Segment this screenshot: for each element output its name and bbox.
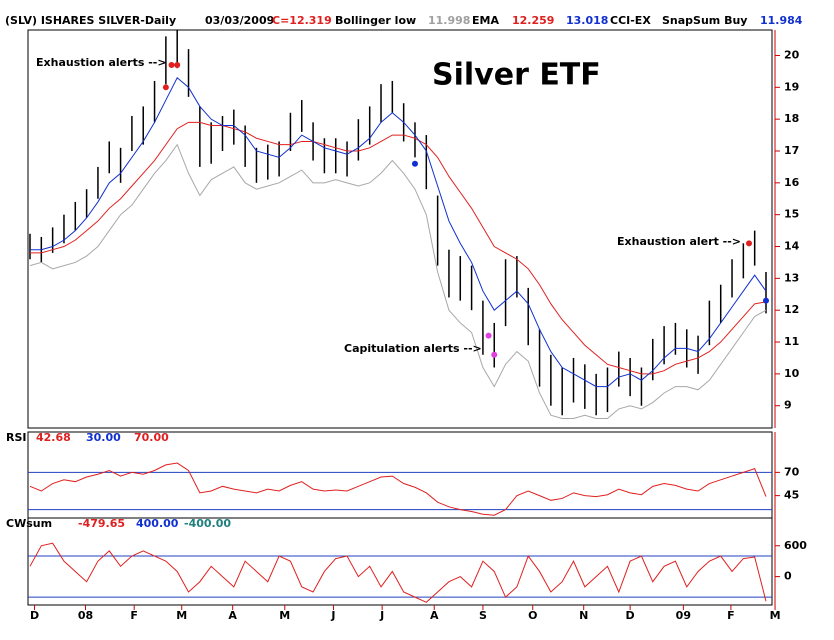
annotation: Capitulation alerts --> (344, 342, 482, 355)
header-text: SnapSum Buy (662, 14, 747, 27)
panel-label: RSI (6, 431, 27, 444)
x-tick-label: F (130, 609, 138, 622)
x-tick-label: M (176, 609, 187, 622)
alert-dot (485, 332, 492, 339)
y-tick-label: 18 (784, 112, 799, 125)
indicator-line (29, 542, 767, 603)
annotation: Exhaustion alerts --> (36, 56, 167, 69)
y-tick-label: 14 (784, 240, 800, 253)
x-tick-label: D (626, 609, 635, 622)
x-tick-label: A (228, 609, 237, 622)
y-tick-label: 600 (784, 539, 807, 552)
chart-title: Silver ETF (432, 58, 601, 93)
y-tick-label: 13 (784, 271, 799, 284)
last-value: 42.68 (36, 431, 71, 444)
x-tick-label: J (379, 609, 384, 622)
x-tick-label: 08 (78, 609, 93, 622)
header-text: EMA (472, 14, 499, 27)
header-text: 13.018 (566, 14, 608, 27)
level-label: 30.00 (86, 431, 121, 444)
y-tick-label: 16 (784, 176, 800, 189)
x-tick-label: S (479, 609, 487, 622)
alert-dot (168, 62, 175, 69)
indicator-line (29, 462, 767, 516)
y-tick-label: 9 (784, 399, 792, 412)
alert-dot (411, 160, 418, 167)
x-tick-label: O (528, 609, 537, 622)
panel-frame (27, 431, 773, 519)
alert-dot (162, 84, 169, 91)
level-label: 400.00 (136, 517, 179, 530)
x-tick-label: M (279, 609, 290, 622)
x-tick-label: D (30, 609, 39, 622)
x-tick-label: 09 (676, 609, 691, 622)
x-tick-label: J (330, 609, 335, 622)
alert-dot (763, 297, 769, 304)
alert-dot (746, 240, 753, 247)
header-text: Bollinger low (335, 14, 416, 27)
header-text: C=12.319 (272, 14, 332, 27)
y-tick-label: 20 (784, 48, 800, 61)
indicator-line (29, 143, 767, 419)
y-tick-label: 70 (784, 465, 800, 478)
y-tick-label: 0 (784, 570, 792, 583)
indicator-line (30, 76, 767, 388)
y-tick-label: 45 (784, 489, 799, 502)
header-text: (SLV) ISHARES SILVER-Daily (5, 14, 176, 27)
panel-frame (27, 29, 773, 429)
header-text: 11.984 (760, 14, 803, 27)
x-tick-label: F (727, 609, 735, 622)
alert-dot (491, 351, 498, 358)
x-tick-label: N (579, 609, 588, 622)
level-label: -400.00 (184, 517, 231, 530)
panel-label: CWsum (6, 517, 52, 530)
last-value: -479.65 (78, 517, 125, 530)
y-tick-label: 10 (784, 367, 800, 380)
header-text: 12.259 (512, 14, 554, 27)
header-text: CCI-EX (610, 14, 651, 27)
y-tick-label: 11 (784, 335, 799, 348)
level-label: 70.00 (134, 431, 169, 444)
alert-dot (174, 62, 181, 69)
header-text: 11.998 (428, 14, 470, 27)
panel-frame (27, 517, 773, 606)
indicator-line (30, 121, 767, 375)
y-tick-label: 19 (784, 80, 799, 93)
header-text: 03/03/2009 (205, 14, 274, 27)
y-tick-label: 17 (784, 144, 799, 157)
x-tick-label: A (430, 609, 439, 622)
x-tick-label: M (770, 609, 781, 622)
annotation: Exhaustion alert --> (617, 235, 741, 248)
y-tick-label: 12 (784, 303, 799, 316)
y-tick-label: 15 (784, 208, 799, 221)
